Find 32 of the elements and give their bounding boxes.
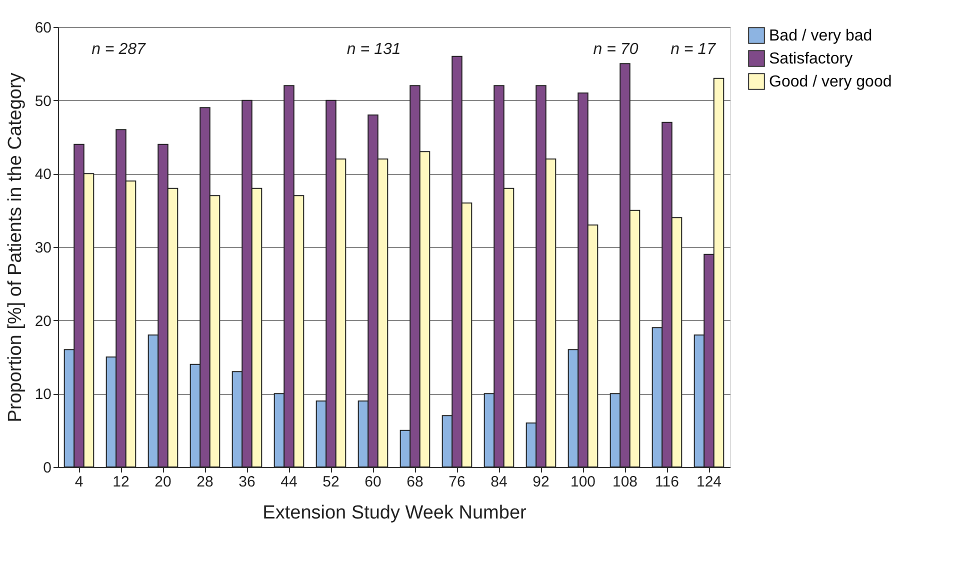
x-tick-label: 12: [112, 474, 130, 490]
y-tick-label: 60: [34, 20, 52, 36]
x-tick-label: 84: [490, 474, 508, 490]
legend-label: Satisfactory: [769, 50, 853, 68]
x-tick-label: 44: [280, 474, 298, 490]
x-tick-label: 76: [448, 474, 466, 490]
x-axis-title: Extension Study Week Number: [262, 502, 527, 524]
legend-label: Bad / very bad: [769, 28, 872, 44]
x-tick-label: 60: [364, 474, 382, 490]
x-tick-label: 116: [655, 474, 679, 490]
y-tick-label: 50: [34, 92, 52, 110]
x-tick-label: 36: [238, 474, 256, 490]
x-tick-label: 92: [532, 474, 550, 490]
x-tick-label: 20: [154, 474, 172, 490]
x-tick-label: 28: [196, 474, 214, 490]
x-tick-label: 100: [570, 474, 596, 490]
annotation: n = 131: [346, 41, 401, 58]
y-tick-label: 30: [34, 240, 52, 256]
annotation: n = 70: [593, 41, 638, 58]
y-tick-label: 10: [34, 386, 52, 404]
y-tick-label: 40: [34, 166, 52, 184]
x-tick-label: 52: [322, 474, 340, 490]
legend-label: Good / very good: [769, 74, 892, 90]
x-tick-label: 4: [74, 474, 84, 490]
y-axis-title: Proportion [%] of Patients in the Category: [4, 72, 26, 422]
annotation: n = 17: [670, 41, 717, 58]
y-tick-label: 20: [34, 312, 52, 330]
annotation: n = 287: [92, 41, 146, 58]
x-tick-label: 124: [696, 474, 722, 490]
y-tick-label: 0: [43, 460, 52, 476]
x-tick-label: 108: [612, 474, 638, 490]
x-tick-label: 68: [406, 474, 424, 490]
